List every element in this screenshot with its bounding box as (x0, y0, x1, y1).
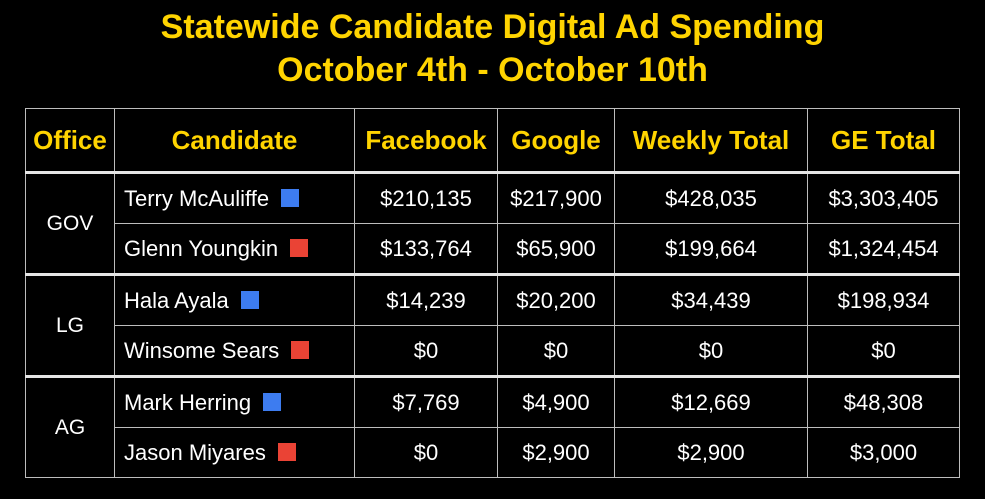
header-google: Google (497, 108, 615, 173)
candidate-name: Mark Herring (124, 390, 252, 416)
header-ge-total: GE Total (807, 108, 960, 173)
blue-square-icon (281, 189, 300, 208)
candidate-name: Hala Ayala (124, 288, 229, 314)
table-row: LG Hala Ayala $14,239 $20,200 $34,439 $1… (25, 274, 960, 377)
google-cell: $0 (497, 325, 615, 377)
weekly-total-cell: $2,900 (614, 427, 808, 478)
header-facebook: Facebook (354, 108, 498, 173)
blue-square-icon (240, 291, 259, 310)
weekly-total-cell: $0 (614, 325, 808, 377)
candidate-cell: Winsome Sears (114, 325, 355, 377)
table-row: Winsome Sears $0 $0 $0 $0 (25, 325, 960, 377)
candidate-name: Winsome Sears (124, 338, 280, 364)
google-cell: $20,200 (497, 274, 615, 326)
facebook-cell: $133,764 (354, 223, 498, 275)
weekly-total-cell: $12,669 (614, 376, 808, 428)
table-row: Jason Miyares $0 $2,900 $2,900 $3,000 (26, 427, 960, 478)
ge-total-cell: $3,000 (807, 427, 960, 478)
office-cell: GOV (25, 172, 115, 275)
office-cell: LG (25, 274, 115, 377)
candidate-cell: Mark Herring (114, 376, 355, 428)
title-line-2: October 4th - October 10th (277, 51, 708, 89)
header-weekly-total: Weekly Total (614, 108, 808, 173)
candidate-cell: Hala Ayala (114, 274, 355, 326)
table-row: AG Mark Herring $7,769 $4,900 $12,669 $4… (25, 376, 960, 478)
candidate-cell: Terry McAuliffe (114, 172, 355, 224)
ge-total-cell: $1,324,454 (807, 223, 960, 275)
header-office: Office (25, 108, 115, 173)
facebook-cell: $14,239 (354, 274, 498, 326)
chart-title: Statewide Candidate Digital Ad Spending … (0, 6, 985, 92)
facebook-cell: $0 (354, 325, 498, 377)
google-cell: $217,900 (497, 172, 615, 224)
blue-square-icon (263, 393, 282, 412)
table-row: Glenn Youngkin $133,764 $65,900 $199,664… (25, 223, 960, 275)
red-square-icon (277, 443, 296, 462)
weekly-total-cell: $199,664 (614, 223, 808, 275)
weekly-total-cell: $428,035 (614, 172, 808, 224)
google-cell: $2,900 (497, 427, 615, 478)
red-square-icon (291, 341, 310, 360)
google-cell: $65,900 (497, 223, 615, 275)
candidate-cell: Jason Miyares (114, 427, 355, 478)
office-cell: AG (25, 376, 115, 478)
facebook-cell: $210,135 (354, 172, 498, 224)
ge-total-cell: $48,308 (807, 376, 960, 428)
header-row: Office Candidate Facebook Google Weekly … (25, 108, 960, 173)
candidate-name: Jason Miyares (124, 440, 266, 466)
candidate-name: Glenn Youngkin (124, 236, 279, 262)
facebook-cell: $0 (354, 427, 498, 478)
candidate-name: Terry McAuliffe (124, 186, 270, 212)
ge-total-cell: $0 (807, 325, 960, 377)
title-line-1: Statewide Candidate Digital Ad Spending (160, 8, 825, 46)
candidate-cell: Glenn Youngkin (114, 223, 355, 275)
red-square-icon (290, 239, 309, 258)
ad-spending-table: Office Candidate Facebook Google Weekly … (25, 108, 960, 478)
table-row: GOV Terry McAuliffe $210,135 $217,900 $4… (25, 172, 960, 275)
ge-total-cell: $3,303,405 (807, 172, 960, 224)
ge-total-cell: $198,934 (807, 274, 960, 326)
weekly-total-cell: $34,439 (614, 274, 808, 326)
google-cell: $4,900 (497, 376, 615, 428)
header-candidate: Candidate (114, 108, 355, 173)
facebook-cell: $7,769 (354, 376, 498, 428)
